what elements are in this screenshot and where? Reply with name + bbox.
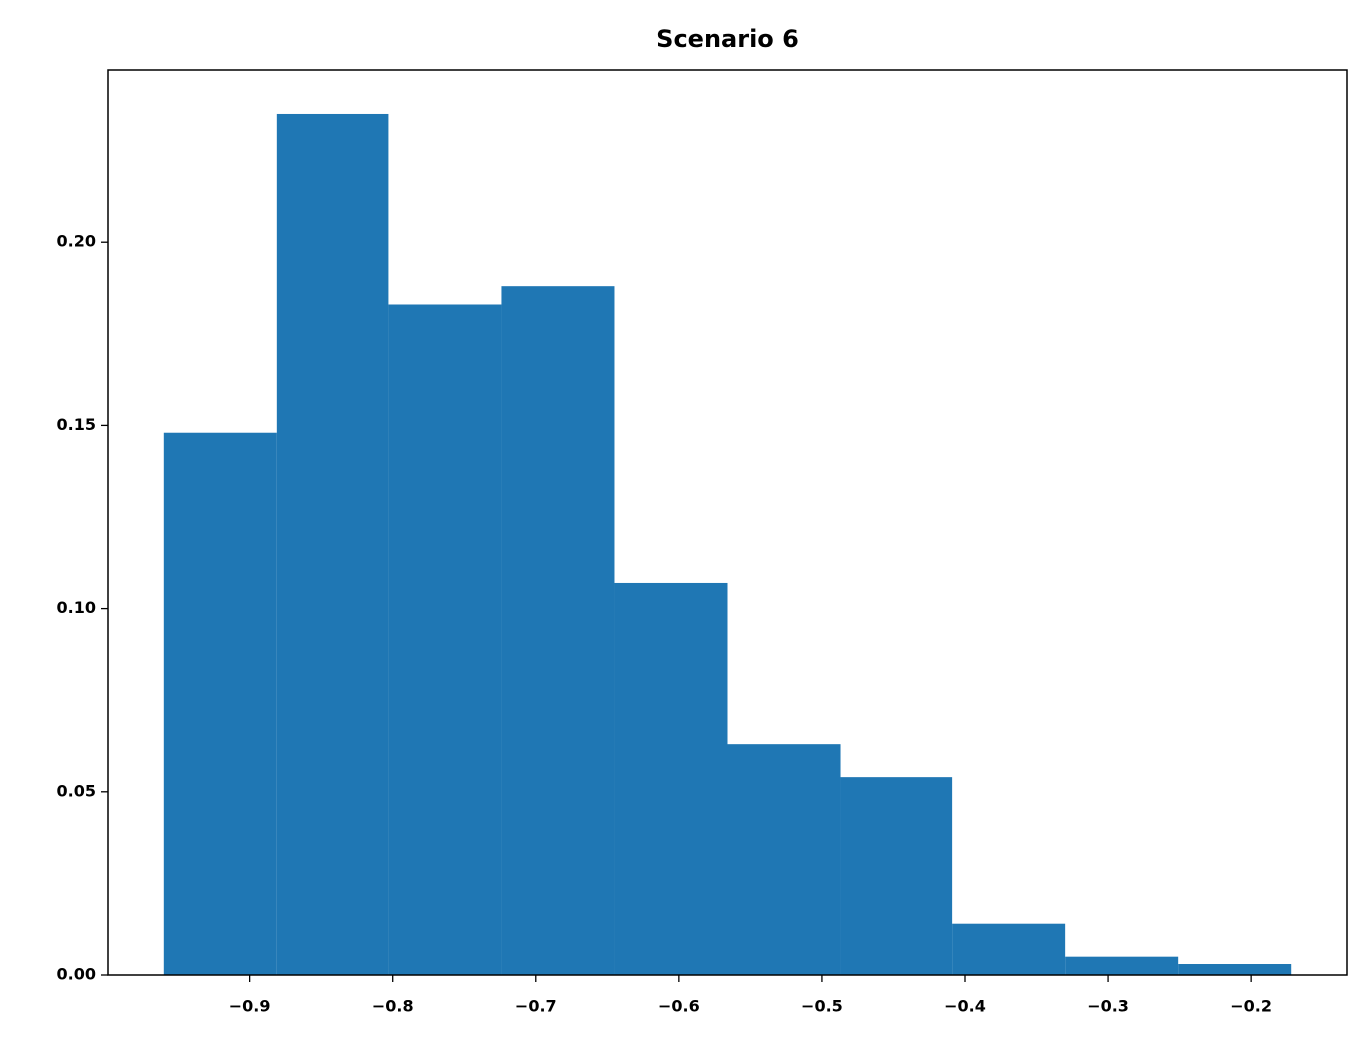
bar — [840, 777, 953, 975]
bar — [614, 582, 728, 975]
x-tick-label: −0.2 — [1230, 997, 1272, 1016]
y-tick-label: 0.20 — [57, 232, 96, 251]
chart-title: Scenario 6 — [656, 25, 799, 53]
bar — [276, 113, 389, 976]
x-tick-label: −0.3 — [1087, 997, 1129, 1016]
x-tick-label: −0.5 — [801, 997, 843, 1016]
bar — [501, 286, 615, 976]
plot-frame — [107, 69, 1348, 976]
bar — [388, 304, 502, 976]
y-tick-label: 0.10 — [57, 598, 96, 617]
bar — [1178, 964, 1292, 975]
y-tick-label: 0.15 — [57, 415, 96, 434]
x-tick-label: −0.8 — [372, 997, 414, 1016]
bar — [952, 923, 1066, 975]
bar — [163, 432, 277, 975]
x-tick-label: −0.6 — [658, 997, 700, 1016]
x-tick-label: −0.4 — [944, 997, 986, 1016]
x-tick-label: −0.7 — [515, 997, 557, 1016]
bar — [1065, 956, 1179, 975]
y-tick-label: 0.00 — [57, 965, 96, 984]
bar — [727, 744, 841, 975]
y-tick-label: 0.05 — [57, 781, 96, 800]
x-tick-label: −0.9 — [229, 997, 271, 1016]
